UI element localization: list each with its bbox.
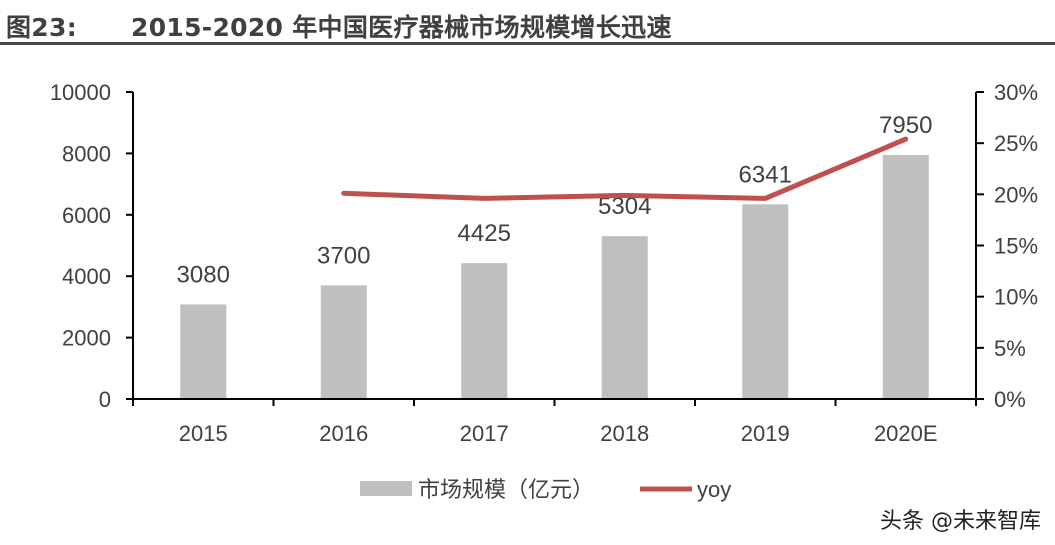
right-tick-label: 25%: [994, 131, 1038, 156]
title-rule: [0, 42, 1055, 45]
x-tick-label: 2018: [600, 421, 649, 446]
watermark: 头条 @未来智库: [880, 509, 1041, 534]
legend-label-bar: 市场规模（亿元）: [418, 477, 594, 502]
data-label-2020E: 7950: [879, 112, 932, 139]
right-tick-label: 20%: [994, 182, 1038, 207]
x-tick-label: 2019: [741, 421, 790, 446]
bar-2019: [742, 204, 789, 399]
right-tick-label: 5%: [994, 336, 1026, 361]
data-label-2015: 3080: [177, 261, 230, 288]
data-label-2017: 4425: [458, 220, 511, 247]
bar-2016: [320, 285, 367, 399]
left-tick-label: 10000: [50, 80, 111, 105]
right-tick-label: 10%: [994, 285, 1038, 310]
data-label-2016: 3700: [317, 242, 370, 269]
left-tick-label: 6000: [62, 203, 111, 228]
right-tick-label: 0%: [994, 387, 1026, 412]
x-tick-label: 2015: [179, 421, 228, 446]
data-label-2019: 6341: [739, 161, 792, 188]
figure-title: 图23: 2015-2020 年中国医疗器械市场规模增长迅速: [6, 13, 672, 42]
left-tick-label: 8000: [62, 141, 111, 166]
yoy-line: [341, 136, 909, 201]
bar-2018: [601, 236, 648, 399]
bar-2015: [180, 304, 227, 399]
left-tick-label: 4000: [62, 264, 111, 289]
x-tick-label: 2020E: [874, 421, 938, 446]
x-tick-label: 2016: [319, 421, 368, 446]
legend-swatch-bar: [360, 481, 412, 496]
left-tick-label: 2000: [62, 326, 111, 351]
bar-2017: [461, 263, 508, 399]
legend-label-line: yoy: [697, 477, 731, 502]
right-tick-label: 15%: [994, 234, 1038, 259]
x-tick-label: 2017: [460, 421, 509, 446]
bar-2020E: [882, 154, 929, 399]
left-tick-label: 0: [99, 387, 111, 412]
right-tick-label: 30%: [994, 80, 1038, 105]
